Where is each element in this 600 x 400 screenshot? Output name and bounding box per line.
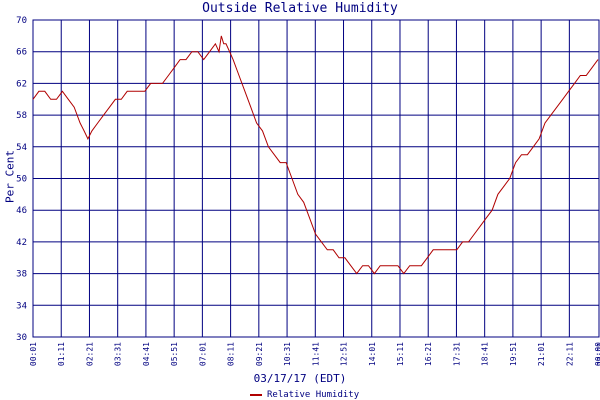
y-tick-label: 58 <box>16 111 27 121</box>
legend-swatch <box>250 393 262 396</box>
x-tick-label: 07:01 <box>198 342 207 366</box>
x-tick-label: 23:21 <box>596 342 600 366</box>
x-tick-label: 22:11 <box>565 342 574 366</box>
legend-label: Relative Humidity <box>267 389 360 400</box>
y-tick-label: 66 <box>16 48 27 58</box>
x-tick-label: 18:41 <box>481 342 490 366</box>
y-tick-label: 50 <box>16 175 27 185</box>
x-tick-label: 01:11 <box>57 342 66 366</box>
x-tick-label: 14:01 <box>368 342 377 366</box>
x-tick-label: 11:41 <box>311 342 320 366</box>
y-tick-label: 30 <box>16 333 27 343</box>
relative-humidity-line <box>32 35 599 275</box>
x-tick-label: 10:31 <box>283 342 292 366</box>
x-tick-label: 19:51 <box>509 342 518 366</box>
y-tick-label: 38 <box>16 270 27 280</box>
legend: Relative Humidity <box>250 389 359 400</box>
x-tick-label: 16:21 <box>424 342 433 366</box>
grid-lines <box>33 20 599 337</box>
x-tick-label: 00:00 <box>594 342 600 366</box>
x-tick-label: 04:41 <box>142 342 151 366</box>
x-tick-label: 21:01 <box>537 342 546 366</box>
y-tick-label: 70 <box>16 16 27 26</box>
x-tick-label: 17:31 <box>452 342 461 366</box>
y-tick-label: 54 <box>16 143 27 153</box>
y-axis-label: Per Cent <box>3 150 17 203</box>
chart-title: Outside Relative Humidity <box>202 1 398 16</box>
x-tick-labels: 00:01 01:11 02:21 03:31 04:41 05:51 07:01 08:11… <box>29 342 600 366</box>
x-tick-label: 00:01 <box>29 342 38 366</box>
y-tick-label: 62 <box>16 79 27 89</box>
y-tick-label: 34 <box>16 301 27 311</box>
x-tick-label: 08:11 <box>227 342 236 366</box>
x-tick-label: 15:11 <box>396 342 405 366</box>
y-tick-label: 46 <box>16 206 27 216</box>
y-tick-labels: 70 66 62 58 54 50 46 42 38 34 30 <box>16 16 27 343</box>
x-tick-label: 05:51 <box>170 342 179 366</box>
x-axis-label: 03/17/17 (EDT) <box>253 372 347 385</box>
x-tick-label: 09:21 <box>255 342 264 366</box>
x-tick-label: 02:21 <box>85 342 94 366</box>
y-tick-label: 42 <box>16 238 27 248</box>
x-tick-label: 03:31 <box>114 342 123 366</box>
x-tick-label: 12:51 <box>340 342 349 366</box>
